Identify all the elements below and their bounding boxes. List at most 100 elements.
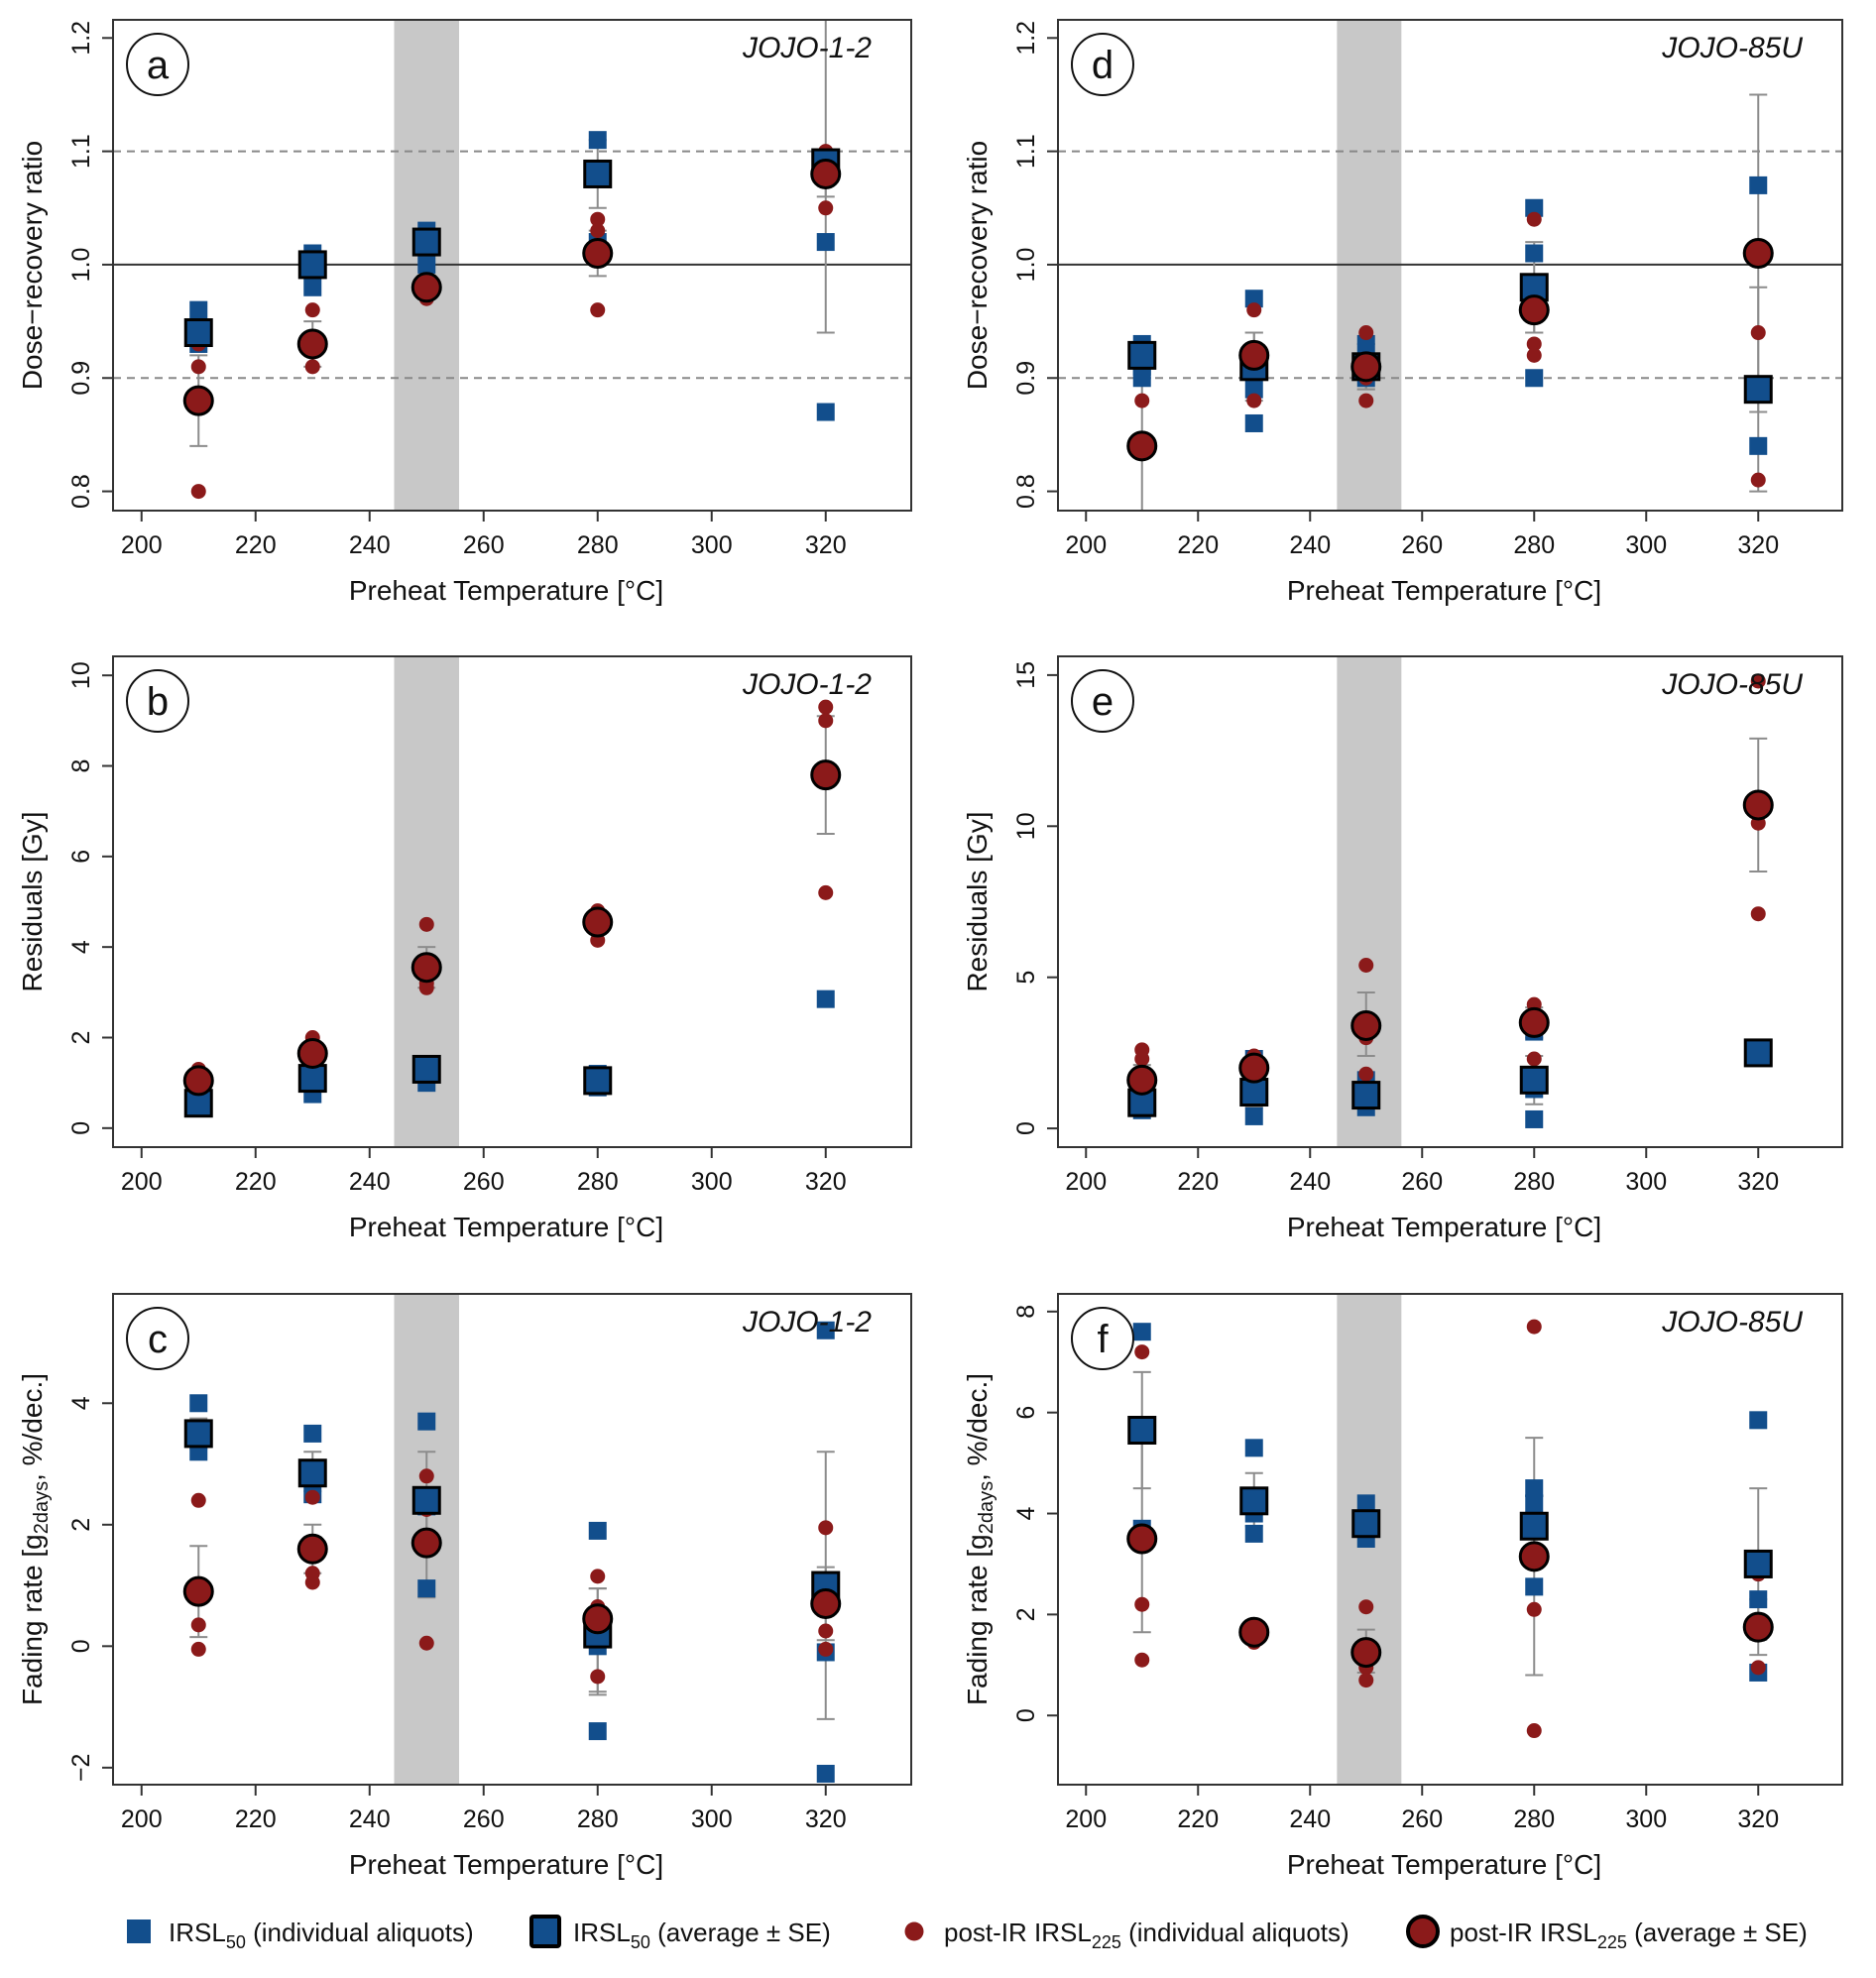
pir-individual-point (590, 223, 606, 239)
y-axis-title: Residuals [Gy] (962, 811, 993, 991)
legend-symbol-outlined-square-icon (529, 1915, 561, 1948)
pir-average-point (1742, 1611, 1774, 1643)
y-tick-label: 4 (67, 1396, 95, 1410)
x-tick-label: 300 (1625, 531, 1667, 559)
pir-individual-point (818, 713, 834, 729)
x-axis-title: Preheat Temperature [°C] (1287, 575, 1601, 606)
pir-individual-point (1358, 1066, 1374, 1082)
panel-letter-badge (126, 1307, 189, 1370)
pir-individual-point (1526, 1319, 1542, 1335)
irsl50-individual-point (303, 1424, 322, 1443)
y-tick-label: 0 (1012, 1708, 1040, 1722)
irsl50-average-point (1239, 1486, 1269, 1516)
y-tick-label: 0.8 (67, 474, 95, 509)
irsl50-average-point (297, 1064, 327, 1094)
panel-letter-badge (126, 669, 189, 733)
highlight-band (1337, 656, 1402, 1147)
irsl50-individual-point (1749, 175, 1768, 194)
pir-average-point (1518, 1541, 1550, 1572)
pir-individual-point (190, 1492, 206, 1508)
x-tick-label: 320 (805, 531, 847, 559)
irsl50-individual-point (1525, 244, 1544, 263)
irsl50-individual-point (1356, 1494, 1375, 1513)
x-tick-label: 200 (121, 1168, 163, 1196)
panel-letter: d (1092, 44, 1114, 87)
irsl50-individual-point (1525, 198, 1544, 217)
pir-average-point (1126, 430, 1158, 462)
irsl50-average-point (411, 1485, 441, 1515)
irsl50-individual-point (816, 1321, 835, 1339)
panels: 200 220 240 260 280 300 3200.80.91.01.11.2Preh… (17, 19, 1843, 1880)
plot-frame (1057, 655, 1843, 1148)
x-tick-label: 220 (235, 531, 277, 559)
x-tick-label: 260 (463, 1168, 505, 1196)
pir-average-point (810, 759, 842, 791)
y-axis-title-unit: , %/dec.] (962, 1373, 993, 1481)
irsl50-individual-point (816, 989, 835, 1008)
y-tick-label: 0.9 (1012, 361, 1040, 396)
plot-area (1126, 1294, 1774, 1785)
pir-individual-point (418, 1468, 434, 1484)
legend-label-main: post-IR IRSL (1450, 1918, 1597, 1947)
pir-individual-point (818, 884, 834, 900)
x-tick-label: 280 (577, 1805, 619, 1833)
panel-letter: b (147, 680, 169, 724)
y-tick-label: 6 (67, 850, 95, 864)
legend-label: post-IR IRSL225 (average ± SE) (1450, 1918, 1808, 1952)
pir-average-point (182, 1575, 214, 1607)
y-tick-label: 1.2 (1012, 21, 1040, 56)
irsl50-individual-point (417, 1579, 436, 1598)
y-axis-title-main: Fading rate [g (962, 1534, 993, 1705)
x-tick-label: 200 (1065, 1805, 1107, 1833)
y-tick-label: 4 (67, 940, 95, 954)
panel-b: 200 220 240 260 280 300 320 0 2 4 6 8 10 Preheat Temp… (17, 655, 912, 1242)
panel-letter: c (148, 1318, 168, 1361)
x-axis-title: Preheat Temperature [°C] (349, 1849, 663, 1880)
irsl50-individual-point (1525, 369, 1544, 388)
pir-average-point (1518, 1006, 1550, 1038)
panel-letter: f (1097, 1318, 1109, 1361)
pir-individual-point (418, 1635, 434, 1651)
pir-average-point (1742, 237, 1774, 269)
pir-individual-point (818, 200, 834, 216)
pir-individual-point (1358, 325, 1374, 341)
irsl50-average-point (1519, 1511, 1549, 1541)
panel-letter: e (1092, 680, 1114, 724)
legend-item-pir_ind: post-IR IRSL225 (individual aliquots) (904, 1918, 1349, 1952)
pir-average-point (1238, 1616, 1270, 1648)
pir-individual-point (1750, 906, 1766, 922)
panel-letter-badge (1071, 33, 1134, 96)
irsl50-individual-point (189, 300, 208, 319)
pir-individual-point (590, 1669, 606, 1685)
pir-individual-point (1750, 325, 1766, 341)
pir-individual-point (818, 699, 834, 715)
pir-individual-point (1526, 1723, 1542, 1739)
x-tick-label: 320 (805, 1805, 847, 1833)
x-tick-label: 320 (1737, 1168, 1779, 1196)
legend-label-suffix: (individual aliquots) (1121, 1918, 1349, 1947)
x-tick-label: 280 (1513, 1805, 1555, 1833)
pir-average-point (410, 952, 442, 984)
irsl50-individual-point (1356, 334, 1375, 353)
irsl50-average-point (411, 227, 441, 257)
y-axis-title: Dose−recovery ratio (17, 141, 48, 390)
x-tick-label: 220 (235, 1168, 277, 1196)
irsl50-individual-point (1244, 413, 1263, 432)
irsl50-individual-point (1244, 290, 1263, 308)
irsl50-individual-point (417, 1412, 436, 1431)
irsl50-average-point (1127, 1416, 1157, 1445)
y-tick-label: 1.2 (67, 21, 95, 56)
y-tick-label: 5 (1012, 971, 1040, 985)
x-tick-label: 260 (1401, 1805, 1443, 1833)
irsl50-average-point (183, 318, 213, 348)
legend-label-subscript: 225 (1092, 1932, 1121, 1952)
legend: IRSL50 (individual aliquots) IRSL50 (aver… (127, 1915, 1808, 1952)
irsl50-individual-point (1749, 1411, 1768, 1430)
legend-symbol-dot-icon (904, 1921, 924, 1941)
pir-average-point (1126, 1523, 1158, 1555)
legend-label: IRSL50 (average ± SE) (573, 1918, 831, 1952)
x-axis-title: Preheat Temperature [°C] (349, 1212, 663, 1242)
pir-individual-point (304, 1489, 320, 1505)
irsl50-average-point (297, 250, 327, 280)
x-tick-label: 200 (1065, 1168, 1107, 1196)
